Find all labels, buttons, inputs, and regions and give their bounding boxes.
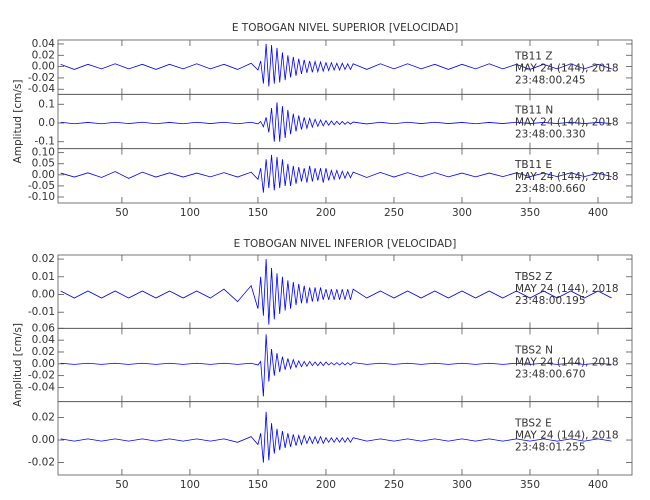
waveform bbox=[60, 154, 612, 193]
y-tick-label: -0.02 bbox=[28, 72, 55, 84]
x-tick-label: 100 bbox=[180, 207, 200, 219]
station-label: TBS2 E bbox=[514, 418, 552, 430]
y-tick-label: 0.04 bbox=[32, 334, 56, 346]
waveform bbox=[60, 43, 612, 87]
x-tick-label: 50 bbox=[115, 479, 128, 491]
date-label: MAY 24 (144), 2018 bbox=[515, 356, 619, 368]
x-tick-label: 300 bbox=[452, 479, 472, 491]
y-axis-label: Amplitud [cm/s] bbox=[12, 323, 24, 407]
date-label: MAY 24 (144), 2018 bbox=[515, 62, 619, 74]
y-tick-label: 0.00 bbox=[32, 61, 55, 73]
y-axis-label: Amplitud [cm/s] bbox=[12, 80, 24, 164]
x-tick-label: 400 bbox=[588, 479, 608, 491]
time-label: 23:48:00.195 bbox=[515, 295, 586, 307]
y-tick-label: -0.02 bbox=[28, 457, 55, 469]
y-tick-label: 0.04 bbox=[32, 38, 56, 50]
time-label: 23:48:00.660 bbox=[515, 183, 586, 195]
date-label: MAY 24 (144), 2018 bbox=[515, 430, 619, 442]
time-label: 23:48:01.255 bbox=[515, 442, 586, 454]
x-tick-label: 150 bbox=[248, 479, 268, 491]
x-tick-label: 100 bbox=[180, 479, 200, 491]
y-tick-label: 0.1 bbox=[38, 98, 55, 110]
y-tick-label: 0.02 bbox=[32, 411, 55, 423]
y-tick-label: 0.02 bbox=[32, 49, 55, 61]
y-tick-label: -0.10 bbox=[28, 191, 55, 203]
x-tick-label: 400 bbox=[588, 207, 608, 219]
x-tick-label: 300 bbox=[452, 207, 472, 219]
y-tick-label: 0.00 bbox=[32, 289, 55, 301]
panel-frame bbox=[57, 148, 633, 204]
y-tick-label: 0.10 bbox=[32, 147, 55, 159]
station-label: TB11 N bbox=[514, 105, 553, 117]
y-tick-label: -0.1 bbox=[35, 136, 56, 148]
date-label: MAY 24 (144), 2018 bbox=[515, 171, 619, 183]
waveform bbox=[60, 411, 612, 463]
time-label: 23:48:00.330 bbox=[515, 129, 586, 141]
x-tick-label: 200 bbox=[316, 207, 336, 219]
y-tick-label: 0.02 bbox=[32, 346, 55, 358]
x-tick-label: 350 bbox=[520, 207, 540, 219]
chart-title: E TOBOGAN NIVEL SUPERIOR [VELOCIDAD] bbox=[232, 22, 458, 34]
y-tick-label: -0.04 bbox=[28, 381, 55, 393]
x-tick-label: 150 bbox=[248, 207, 268, 219]
time-label: 23:48:00.670 bbox=[515, 368, 586, 380]
y-tick-label: 0.06 bbox=[32, 322, 56, 334]
x-tick-label: 50 bbox=[115, 207, 128, 219]
y-tick-label: -0.02 bbox=[28, 370, 55, 382]
y-tick-label: 0.02 bbox=[32, 253, 55, 265]
waveform bbox=[60, 259, 612, 325]
x-tick-label: 250 bbox=[384, 479, 404, 491]
waveform bbox=[60, 334, 612, 397]
station-label: TB11 E bbox=[514, 159, 552, 171]
y-tick-label: 0.00 bbox=[32, 434, 55, 446]
y-tick-label: -0.01 bbox=[28, 306, 55, 318]
time-label: 23:48:00.245 bbox=[515, 74, 586, 86]
chart-title: E TOBOGAN NIVEL INFERIOR [VELOCIDAD] bbox=[234, 238, 457, 250]
y-tick-label: 0.00 bbox=[32, 169, 55, 181]
x-tick-label: 250 bbox=[384, 207, 404, 219]
panel-frame bbox=[57, 401, 633, 476]
x-tick-label: 200 bbox=[316, 479, 336, 491]
y-tick-label: -0.04 bbox=[28, 83, 55, 95]
station-label: TB11 Z bbox=[514, 50, 553, 62]
date-label: MAY 24 (144), 2018 bbox=[515, 283, 619, 295]
waveform bbox=[60, 102, 612, 142]
y-tick-label: 0.05 bbox=[32, 158, 55, 170]
y-tick-label: 0.0 bbox=[38, 117, 55, 129]
x-tick-label: 350 bbox=[520, 479, 540, 491]
y-tick-label: 0.01 bbox=[32, 271, 55, 283]
station-label: TBS2 Z bbox=[514, 271, 552, 283]
station-label: TBS2 N bbox=[514, 344, 553, 356]
y-tick-label: -0.05 bbox=[28, 180, 55, 192]
date-label: MAY 24 (144), 2018 bbox=[515, 117, 619, 129]
y-tick-label: 0.00 bbox=[32, 358, 55, 370]
